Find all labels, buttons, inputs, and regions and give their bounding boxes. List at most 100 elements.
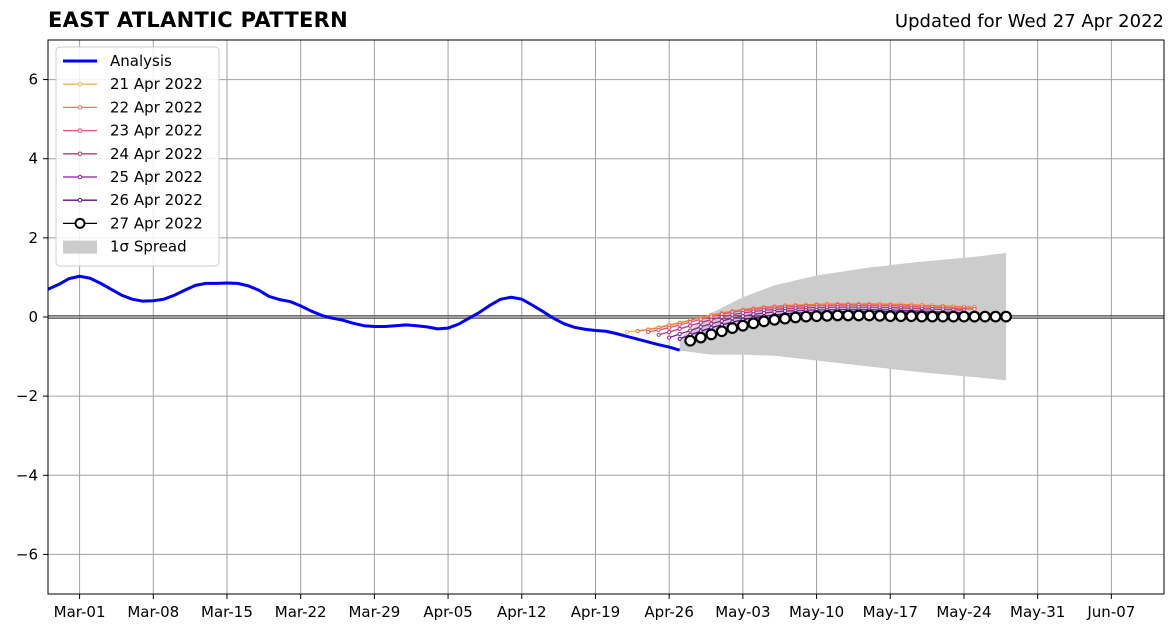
series-27-apr-2022-point — [947, 310, 960, 323]
series-27-apr-2022-point — [747, 317, 760, 330]
legend-1-spread: 1σ Spread — [63, 238, 187, 256]
series-24-apr-2022-point — [688, 323, 693, 328]
x-tick-label: Mar-08 — [127, 603, 179, 621]
y-tick-label: 0 — [28, 308, 38, 326]
series-27-apr-2022-point — [989, 310, 1002, 323]
series-27-apr-2022-point — [715, 325, 728, 338]
legend-box — [55, 46, 220, 267]
y-tick-label: −4 — [16, 466, 38, 484]
legend-23-apr-2022: 23 Apr 2022 — [63, 122, 203, 140]
series-25-apr-2022-point — [677, 331, 682, 337]
chart-title: EAST ATLANTIC PATTERN — [48, 8, 348, 32]
legend-analysis: Analysis — [63, 52, 172, 70]
legend-1-spread-swatch — [63, 240, 97, 254]
x-tick-label: Apr-05 — [423, 603, 473, 621]
series-25-apr-2022-point — [751, 312, 756, 317]
series-27-apr-2022-point — [768, 313, 781, 326]
series-27-apr-2022-point — [705, 328, 718, 341]
legend-analysis-label: Analysis — [110, 52, 172, 70]
series-23-apr-2022-point — [646, 329, 651, 335]
legend-27-apr-2022-marker — [74, 217, 86, 229]
legend-25-apr-2022-marker — [77, 174, 83, 180]
series-27-apr-2022-point — [926, 310, 939, 323]
series-25-apr-2022-point — [688, 328, 693, 333]
legend-22-apr-2022-label: 22 Apr 2022 — [110, 98, 203, 116]
legend-23-apr-2022-marker — [77, 128, 83, 133]
series-27-apr-2022-point — [726, 322, 739, 334]
series-23-apr-2022-point — [972, 306, 977, 312]
x-tick-label: Jun-07 — [1086, 603, 1135, 621]
series-24-apr-2022-point — [656, 332, 661, 337]
series-24-apr-2022-point — [677, 326, 682, 331]
x-tick-label: May-10 — [789, 603, 844, 621]
series-24-apr-2022-point — [667, 329, 672, 335]
x-axis-ticks: Mar-01 Mar-08 Mar-15 Mar-22 Mar-29 Apr-05 Apr-… — [54, 594, 1135, 621]
legend: Analysis 21 Apr 2022 22 Apr 2022 23 Apr 202… — [55, 46, 220, 267]
series-25-apr-2022-point — [730, 316, 735, 321]
series-24-apr-2022-point — [730, 312, 735, 317]
series-27-apr-2022-point — [852, 309, 865, 322]
series-22-apr-2022-point — [635, 329, 640, 334]
series-24-apr-2022 — [656, 305, 967, 337]
series-27-apr-2022-point — [800, 310, 812, 323]
y-tick-label: 6 — [28, 71, 38, 89]
legend-24-apr-2022-label: 24 Apr 2022 — [110, 145, 203, 163]
series-23-apr-2022-point — [667, 325, 672, 330]
series-27-apr-2022-point — [789, 311, 802, 324]
series-27-apr-2022-point — [831, 309, 844, 322]
series-27-apr-2022-point — [736, 319, 749, 332]
series-25-apr-2022-point — [698, 324, 703, 329]
series-27-apr-2022-point — [821, 309, 833, 322]
series-27-apr-2022-point — [694, 331, 707, 344]
legend-25-apr-2022-label: 25 Apr 2022 — [110, 168, 203, 186]
y-tick-label: −6 — [16, 545, 38, 563]
series-analysis-line — [47, 274, 681, 352]
legend-24-apr-2022: 24 Apr 2022 — [63, 145, 203, 163]
series-27-apr-2022-point — [979, 310, 991, 323]
series-26-apr-2022-point — [677, 336, 682, 341]
series-group — [47, 274, 1012, 352]
x-tick-label: Apr-12 — [497, 603, 547, 621]
series-23-apr-2022-point — [688, 320, 693, 325]
series-27-apr-2022-point — [810, 310, 823, 323]
series-27-apr-2022 — [684, 309, 1012, 347]
legend-27-apr-2022: 27 Apr 2022 — [63, 214, 203, 232]
series-25-apr-2022-point — [667, 335, 672, 340]
series-analysis — [47, 274, 681, 352]
x-tick-label: May-31 — [1010, 603, 1065, 621]
x-tick-label: Mar-29 — [348, 603, 400, 621]
series-27-apr-2022-point — [1000, 310, 1012, 323]
series-27-apr-2022-point — [873, 309, 886, 322]
series-27-apr-2022-point — [958, 310, 970, 323]
y-tick-label: 2 — [28, 229, 38, 247]
series-27-apr-2022-point — [884, 310, 897, 323]
legend-25-apr-2022: 25 Apr 2022 — [63, 168, 203, 186]
x-tick-label: Apr-26 — [644, 603, 694, 621]
series-27-apr-2022-point — [684, 334, 697, 347]
grid — [48, 40, 1164, 594]
legend-26-apr-2022-marker — [77, 197, 83, 203]
y-tick-label: 4 — [28, 150, 38, 168]
x-tick-label: Mar-22 — [275, 603, 327, 621]
series-27-apr-2022-point — [894, 310, 907, 323]
x-tick-label: Apr-19 — [571, 603, 621, 621]
legend-21-apr-2022-marker — [77, 81, 83, 87]
series-25-apr-2022-point — [709, 321, 714, 326]
series-25-apr-2022-point — [719, 318, 724, 324]
y-tick-label: −2 — [16, 387, 38, 405]
series-27-apr-2022-point — [915, 310, 928, 323]
legend-27-apr-2022-label: 27 Apr 2022 — [110, 214, 203, 232]
series-27-apr-2022-point — [842, 309, 855, 322]
series-25-apr-2022-point — [740, 314, 745, 319]
legend-22-apr-2022: 22 Apr 2022 — [63, 98, 203, 116]
series-27-apr-2022-point — [779, 312, 791, 325]
legend-21-apr-2022: 21 Apr 2022 — [63, 75, 203, 93]
legend-1-spread-label: 1σ Spread — [110, 238, 187, 256]
legend-24-apr-2022-marker — [77, 151, 83, 157]
legend-22-apr-2022-marker — [77, 105, 83, 110]
series-23-apr-2022-point — [656, 327, 661, 333]
series-24-apr-2022-point — [709, 317, 714, 322]
y-axis-ticks: −6 −4 −2 0 2 4 6 — [16, 71, 48, 563]
legend-23-apr-2022-label: 23 Apr 2022 — [110, 122, 203, 140]
